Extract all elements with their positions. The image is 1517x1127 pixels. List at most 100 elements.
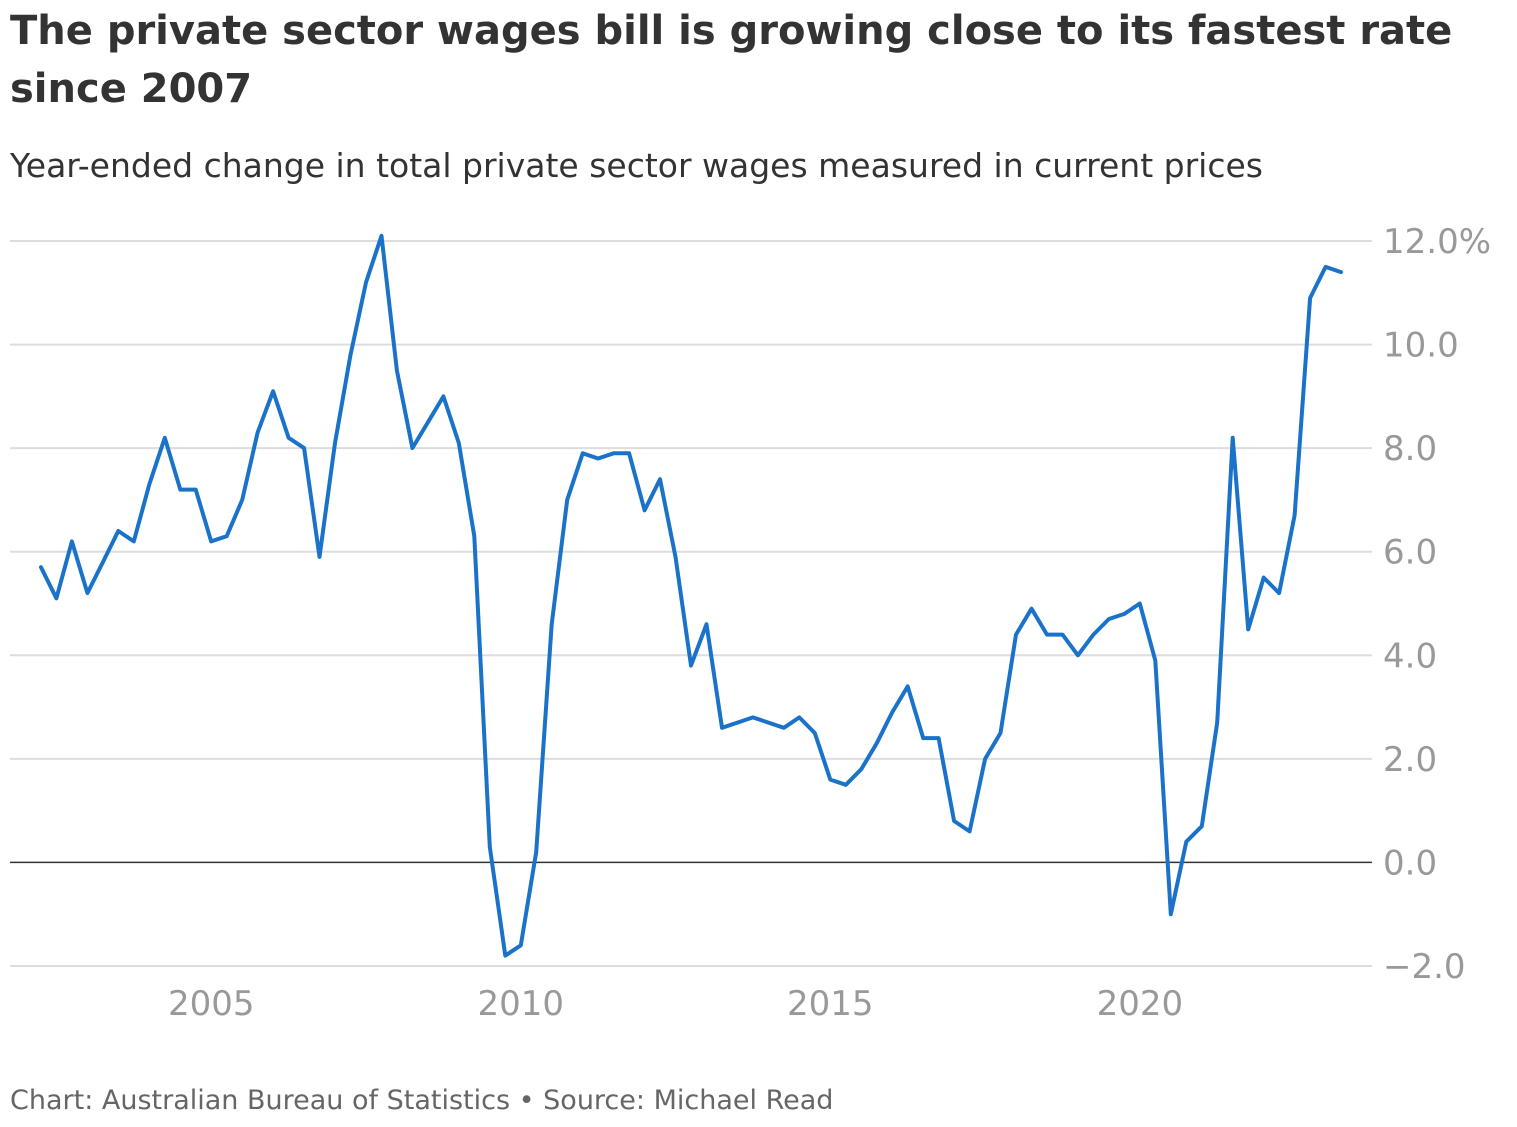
- x-tick-label: 2015: [787, 984, 874, 1024]
- data-point: [658, 477, 662, 481]
- data-point: [766, 721, 770, 725]
- data-point: [1014, 633, 1018, 637]
- chart-title: The private sector wages bill is growing…: [10, 8, 1453, 112]
- y-tick-label: −2.0: [1383, 947, 1466, 987]
- data-point: [720, 726, 724, 730]
- data-point: [333, 441, 337, 445]
- data-point: [1045, 633, 1049, 637]
- data-point: [1231, 436, 1235, 440]
- data-point: [875, 741, 879, 745]
- data-point: [426, 420, 430, 424]
- data-point: [240, 498, 244, 502]
- data-point: [1246, 627, 1250, 631]
- data-point: [704, 622, 708, 626]
- data-point: [581, 451, 585, 455]
- separator-dot: •: [518, 1085, 535, 1116]
- data-point: [937, 736, 941, 740]
- data-point: [209, 539, 213, 543]
- chart-credit: Chart: Australian Bureau of Statistics: [10, 1085, 511, 1116]
- chart-footer: Chart: Australian Bureau of Statistics •…: [10, 1085, 833, 1116]
- data-point: [116, 529, 120, 533]
- data-point: [225, 534, 229, 538]
- x-tick-label: 2005: [168, 984, 255, 1024]
- data-point: [457, 441, 461, 445]
- data-point: [844, 783, 848, 787]
- data-point: [1107, 617, 1111, 621]
- y-tick-label: 12.0%: [1383, 222, 1491, 262]
- data-point: [1122, 612, 1126, 616]
- data-point: [1153, 658, 1157, 662]
- data-point: [379, 234, 383, 238]
- data-point: [194, 488, 198, 492]
- data-point: [813, 731, 817, 735]
- data-point: [503, 954, 507, 958]
- data-point: [890, 710, 894, 714]
- data-point: [178, 488, 182, 492]
- y-tick-label: 2.0: [1383, 740, 1437, 780]
- data-point: [163, 436, 167, 440]
- y-tick-label: 8.0: [1383, 429, 1437, 469]
- data-point: [441, 394, 445, 398]
- data-point: [349, 353, 353, 357]
- data-point: [39, 565, 43, 569]
- data-point: [906, 684, 910, 688]
- data-point: [952, 819, 956, 823]
- y-tick-label: 10.0: [1383, 326, 1459, 366]
- data-point: [859, 767, 863, 771]
- data-point: [999, 731, 1003, 735]
- data-point: [302, 446, 306, 450]
- y-tick-label: 0.0: [1383, 843, 1437, 883]
- data-point: [519, 943, 523, 947]
- data-point: [550, 622, 554, 626]
- data-point: [1308, 296, 1312, 300]
- data-point: [1030, 607, 1034, 611]
- series-layer: [39, 233, 1343, 958]
- data-point: [488, 845, 492, 849]
- data-point: [1324, 265, 1328, 269]
- data-point: [54, 596, 58, 600]
- data-point: [472, 534, 476, 538]
- x-tick-label: 2010: [477, 984, 564, 1024]
- data-point: [1076, 653, 1080, 657]
- data-point: [751, 715, 755, 719]
- data-point: [1215, 721, 1219, 725]
- data-point: [271, 389, 275, 393]
- data-point: [797, 715, 801, 719]
- data-point: [1169, 912, 1173, 916]
- series-line: [39, 233, 1343, 958]
- data-point: [395, 368, 399, 372]
- data-point: [983, 757, 987, 761]
- source-credit: Source: Michael Read: [543, 1085, 834, 1116]
- data-point: [1060, 633, 1064, 637]
- data-point: [782, 726, 786, 730]
- data-point: [534, 850, 538, 854]
- data-point: [410, 446, 414, 450]
- data-point: [318, 555, 322, 559]
- data-point: [1262, 576, 1266, 580]
- data-point: [735, 721, 739, 725]
- data-point: [1184, 840, 1188, 844]
- data-point: [101, 560, 105, 564]
- chart-subtitle: Year-ended change in total private secto…: [10, 146, 1263, 185]
- data-point: [1200, 824, 1204, 828]
- data-point: [1293, 513, 1297, 517]
- data-point: [968, 829, 972, 833]
- x-axis-ticks: 2005 2010 2015 2020: [168, 984, 1183, 1024]
- data-point: [921, 736, 925, 740]
- data-point: [828, 778, 832, 782]
- data-point: [70, 539, 74, 543]
- y-tick-label: 6.0: [1383, 533, 1437, 573]
- data-point: [132, 539, 136, 543]
- x-tick-label: 2020: [1097, 984, 1184, 1024]
- data-point: [596, 457, 600, 461]
- data-point: [627, 451, 631, 455]
- data-point: [674, 555, 678, 559]
- data-point: [643, 508, 647, 512]
- data-point: [256, 431, 260, 435]
- data-point: [689, 664, 693, 668]
- data-point: [85, 591, 89, 595]
- data-point: [364, 280, 368, 284]
- data-point: [612, 451, 616, 455]
- y-tick-label: 4.0: [1383, 636, 1437, 676]
- data-point: [1339, 270, 1343, 274]
